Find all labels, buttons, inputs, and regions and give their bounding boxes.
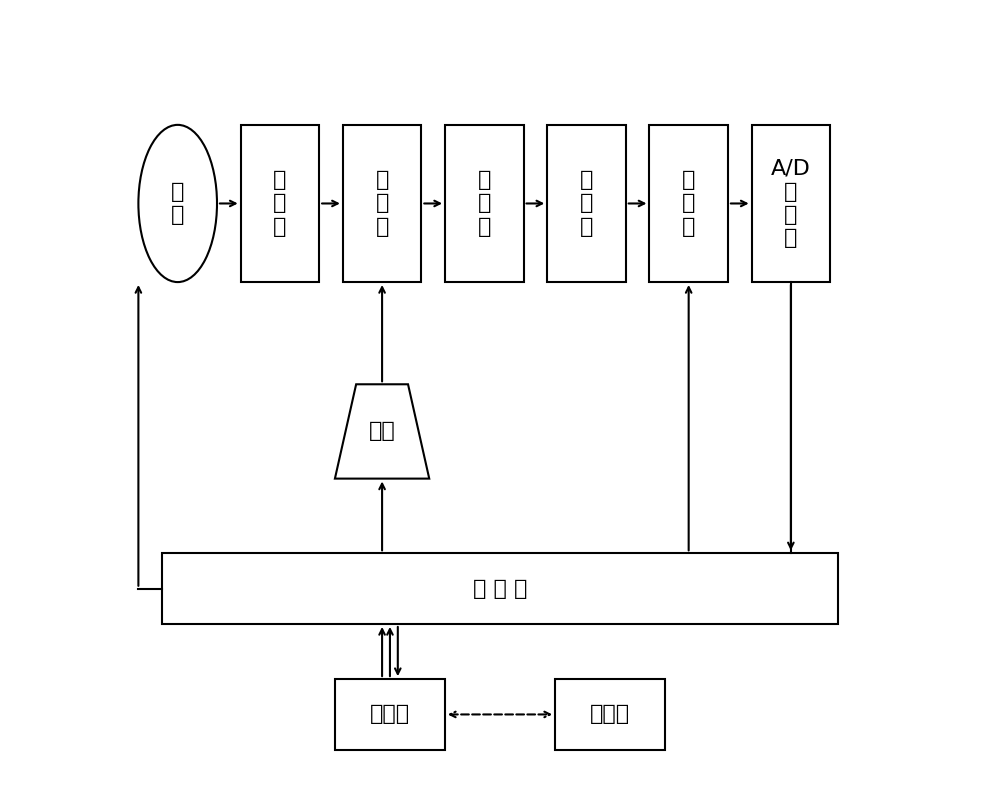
Text: 控 制 器: 控 制 器 bbox=[473, 578, 527, 598]
Text: 单
色
仪: 单 色 仪 bbox=[580, 170, 593, 237]
Text: A/D
转
换
器: A/D 转 换 器 bbox=[771, 158, 811, 248]
Text: 云平台: 云平台 bbox=[590, 705, 630, 725]
Text: 分
光
镜: 分 光 镜 bbox=[273, 170, 287, 237]
Text: 光
纤
组: 光 纤 组 bbox=[478, 170, 491, 237]
Text: 电机: 电机 bbox=[369, 422, 395, 442]
Text: 光
源: 光 源 bbox=[171, 182, 184, 225]
Text: 样
品
盒: 样 品 盒 bbox=[375, 170, 389, 237]
Text: 上位机: 上位机 bbox=[370, 705, 410, 725]
Text: 放
大
器: 放 大 器 bbox=[682, 170, 695, 237]
